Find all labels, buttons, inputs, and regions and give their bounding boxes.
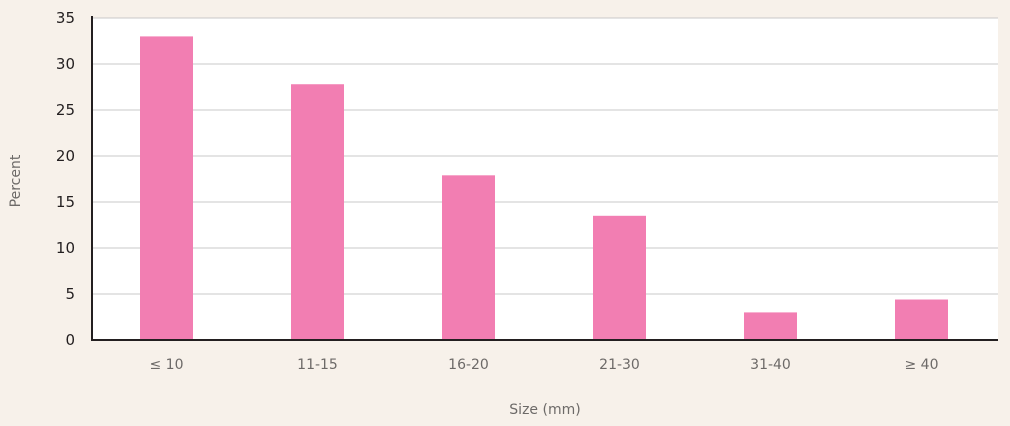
x-tick-label: 11-15 <box>297 357 338 373</box>
y-tick-label: 35 <box>56 9 75 27</box>
x-tick-label: 21-30 <box>599 357 640 373</box>
x-axis-title: Size (mm) <box>509 402 580 418</box>
axes <box>91 16 998 341</box>
y-tick-label: 20 <box>56 147 75 165</box>
plot-area <box>92 18 998 340</box>
bar <box>442 175 495 340</box>
bars <box>140 36 948 341</box>
x-tick-label: ≥ 40 <box>905 357 939 373</box>
bar <box>593 215 646 340</box>
bar <box>291 84 344 341</box>
y-tick-label: 25 <box>56 101 75 119</box>
x-tick-label: 31-40 <box>750 357 791 373</box>
x-tick-label: 16-20 <box>448 357 489 373</box>
y-tick-label: 5 <box>65 285 75 303</box>
y-tick-label: 15 <box>56 193 75 211</box>
x-tick-label: ≤ 10 <box>150 357 184 373</box>
y-tick-label: 10 <box>56 239 75 257</box>
y-axis-title: Percent <box>8 154 24 207</box>
y-tick-labels: 0 5 10 15 20 25 30 35 <box>56 9 75 349</box>
x-tick-labels: ≤ 10 11-15 16-20 21-30 31-40 ≥ 40 <box>150 357 939 373</box>
bar <box>895 299 948 340</box>
y-tick-label: 0 <box>65 331 75 349</box>
bar <box>744 312 797 340</box>
bar <box>140 36 193 341</box>
y-tick-label: 30 <box>56 55 75 73</box>
grid-lines <box>92 17 998 295</box>
